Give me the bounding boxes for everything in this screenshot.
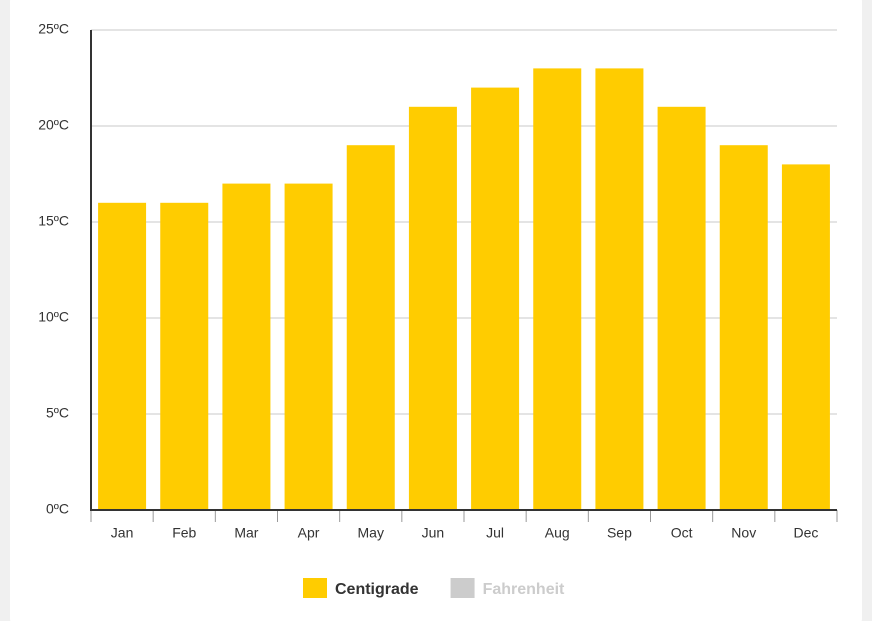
- y-tick-label: 5ºC: [46, 405, 69, 421]
- bar: [533, 68, 582, 511]
- x-tick-label: Jul: [486, 525, 504, 541]
- y-tick-label: 15ºC: [38, 213, 69, 229]
- x-tick-label: Dec: [793, 525, 818, 541]
- bar: [222, 183, 271, 510]
- bar: [160, 202, 209, 511]
- x-tick-label: Jan: [111, 525, 134, 541]
- legend-label[interactable]: Centigrade: [335, 581, 419, 598]
- x-tick-label: Sep: [607, 525, 632, 541]
- x-tick-label: Oct: [671, 525, 693, 541]
- y-tick-label: 25ºC: [38, 21, 69, 37]
- x-tick-label: Nov: [731, 525, 756, 541]
- legend-label[interactable]: Fahrenheit: [483, 581, 565, 598]
- y-tick-label: 0ºC: [46, 501, 69, 517]
- x-tick-label: Feb: [172, 525, 196, 541]
- bar: [719, 145, 768, 510]
- x-tick-label: Mar: [234, 525, 258, 541]
- legend-swatch[interactable]: [450, 578, 475, 598]
- bar: [657, 106, 706, 511]
- bar: [98, 202, 147, 511]
- bar: [346, 145, 395, 510]
- bar: [595, 68, 644, 511]
- y-tick-label: 20ºC: [38, 117, 69, 133]
- bar: [781, 164, 830, 510]
- y-tick-label: 10ºC: [38, 309, 69, 325]
- bar: [471, 87, 520, 510]
- bar: [284, 183, 333, 510]
- legend-swatch[interactable]: [303, 578, 327, 598]
- x-tick-label: Jun: [422, 525, 445, 541]
- x-tick-label: Aug: [545, 525, 570, 541]
- x-tick-label: May: [358, 525, 384, 541]
- bar: [408, 106, 457, 511]
- x-tick-label: Apr: [298, 525, 320, 541]
